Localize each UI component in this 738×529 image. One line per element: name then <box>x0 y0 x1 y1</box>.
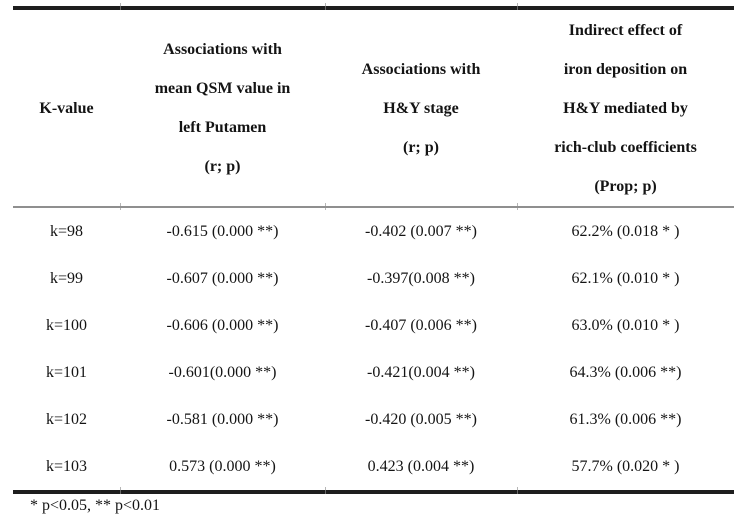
cell-hy: -0.407 (0.006 **) <box>365 316 477 334</box>
table-row: k=100 -0.606 (0.000 **) -0.407 (0.006 **… <box>13 302 734 349</box>
cell-k-value: k=100 <box>45 316 88 334</box>
cell-k-value: k=99 <box>49 269 84 287</box>
cell-indirect: 61.3% (0.006 **) <box>569 410 682 428</box>
cell-qsm: -0.615 (0.000 **) <box>166 222 279 240</box>
column-boundary-tick <box>120 3 121 10</box>
header-line: Indirect effect of <box>568 21 683 39</box>
col-header-indirect-effect: Indirect effect of iron deposition on H&… <box>517 8 734 208</box>
header-line: iron deposition on <box>563 60 688 78</box>
header-line: left Putamen <box>178 119 267 136</box>
cell-k-value: k=101 <box>45 363 88 381</box>
header-line: (r; p) <box>403 138 439 156</box>
cell-qsm: -0.601(0.000 **) <box>168 363 277 381</box>
cell-qsm: -0.581 (0.000 **) <box>166 410 279 428</box>
col-header-hy-association: Associations with H&Y stage (r; p) <box>325 8 517 208</box>
header-line: H&Y stage <box>383 99 459 117</box>
cell-indirect: 62.2% (0.018 * ) <box>571 222 680 240</box>
cell-qsm: 0.573 (0.000 **) <box>120 443 325 494</box>
cell-hy: -0.397(0.008 **) <box>367 269 475 287</box>
column-boundary-tick <box>325 203 326 210</box>
cell-hy: 0.423 (0.004 **) <box>325 443 517 494</box>
cell-qsm: -0.607 (0.000 **) <box>166 269 279 287</box>
column-boundary-tick <box>325 3 326 10</box>
table-row: k=99 -0.607 (0.000 **) -0.397(0.008 **) … <box>13 255 734 302</box>
header-line: Associations with <box>361 60 481 78</box>
column-boundary-tick <box>517 487 518 494</box>
cell-indirect: 63.0% (0.010 * ) <box>571 316 680 334</box>
cell-hy: -0.421(0.004 **) <box>367 363 475 381</box>
column-boundary-tick <box>120 203 121 210</box>
paper-table-figure: K-value Associations with mean QSM value… <box>13 3 734 514</box>
table-row: k=101 -0.601(0.000 **) -0.421(0.004 **) … <box>13 349 734 396</box>
col-header-qsm-association: Associations with mean QSM value in left… <box>120 8 325 208</box>
col-header-k-value: K-value <box>13 8 120 208</box>
correlation-table: K-value Associations with mean QSM value… <box>13 6 734 494</box>
column-boundary-tick <box>517 3 518 10</box>
column-boundary-tick <box>517 203 518 210</box>
header-line: Associations with <box>163 41 282 58</box>
cell-qsm: -0.606 (0.000 **) <box>166 316 279 334</box>
table-row: k=102 -0.581 (0.000 **) -0.420 (0.005 **… <box>13 396 734 443</box>
cell-indirect: 62.1% (0.010 * ) <box>571 269 680 287</box>
column-boundary-tick <box>325 487 326 494</box>
cell-indirect: 64.3% (0.006 **) <box>569 363 682 381</box>
cell-indirect: 57.7% (0.020 * ) <box>517 443 734 494</box>
cell-k-value: k=103 <box>13 443 120 494</box>
cell-k-value: k=98 <box>49 222 84 240</box>
header-line: mean QSM value in <box>154 80 291 97</box>
header-line: H&Y mediated by <box>563 99 688 117</box>
header-line: (r; p) <box>204 158 241 175</box>
header-line: (Prop; p) <box>594 177 657 195</box>
column-boundary-tick <box>120 487 121 494</box>
significance-footnote: * p<0.05, ** p<0.01 <box>30 497 161 514</box>
cell-hy: -0.402 (0.007 **) <box>365 222 477 240</box>
table-row: k=103 0.573 (0.000 **) 0.423 (0.004 **) … <box>13 443 734 494</box>
table-body: k=98 -0.615 (0.000 **) -0.402 (0.007 **)… <box>13 207 734 494</box>
cell-hy: -0.420 (0.005 **) <box>365 410 477 428</box>
header-line: K-value <box>39 99 94 117</box>
cell-k-value: k=102 <box>45 410 88 428</box>
header-line: rich-club coefficients <box>554 138 697 156</box>
table-row: k=98 -0.615 (0.000 **) -0.402 (0.007 **)… <box>13 207 734 255</box>
table-header: K-value Associations with mean QSM value… <box>13 8 734 208</box>
header-row: K-value Associations with mean QSM value… <box>13 8 734 208</box>
